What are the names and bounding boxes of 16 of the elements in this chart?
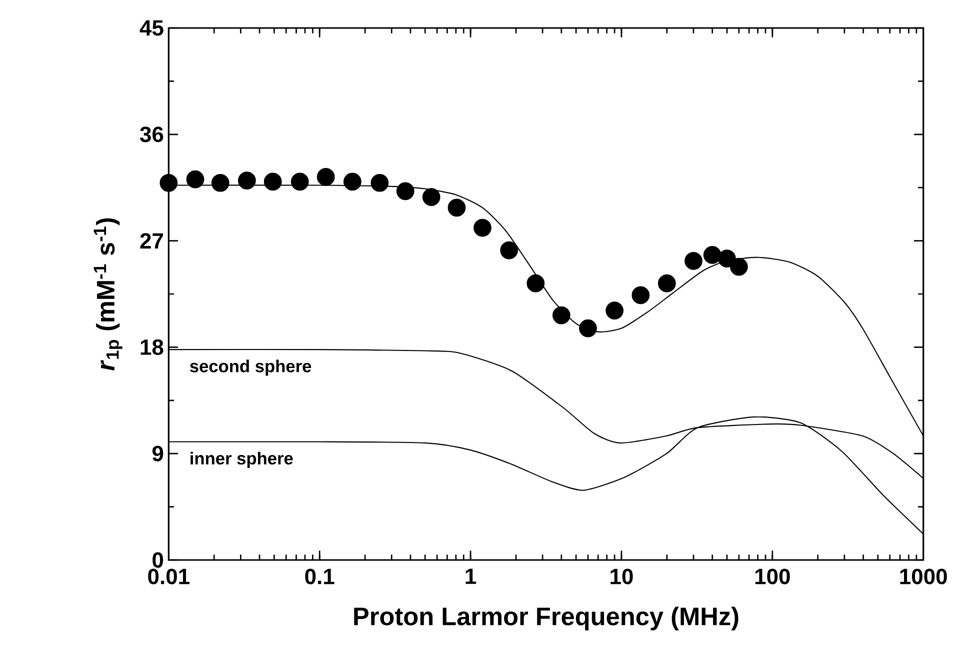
x-tick-label: 1000 bbox=[900, 568, 947, 584]
y-tick-label: 45 bbox=[140, 20, 164, 36]
x-tick-label: 0.1 bbox=[305, 568, 334, 584]
x-axis-title: Proton Larmor Frequency (MHz) bbox=[354, 606, 738, 630]
y-axis-title: r$_{1p}$ (mM$^{-1}$ s$^{-1}$) bbox=[94, 218, 122, 371]
x-tick-label: 100 bbox=[755, 568, 790, 584]
x-tick-label: 10 bbox=[610, 568, 633, 584]
x-tick-label: 1 bbox=[466, 568, 476, 584]
annotation: inner sphere bbox=[190, 452, 293, 468]
x-tick-label: 0.01 bbox=[148, 568, 190, 584]
y-tick-label: 36 bbox=[140, 126, 164, 142]
y-tick-label: 27 bbox=[140, 233, 163, 248]
y-tick-label: 9 bbox=[152, 446, 164, 462]
y-tick-label: 18 bbox=[140, 339, 164, 355]
y-tick-label: 0 bbox=[152, 552, 164, 568]
annotation: second sphere bbox=[190, 360, 312, 376]
